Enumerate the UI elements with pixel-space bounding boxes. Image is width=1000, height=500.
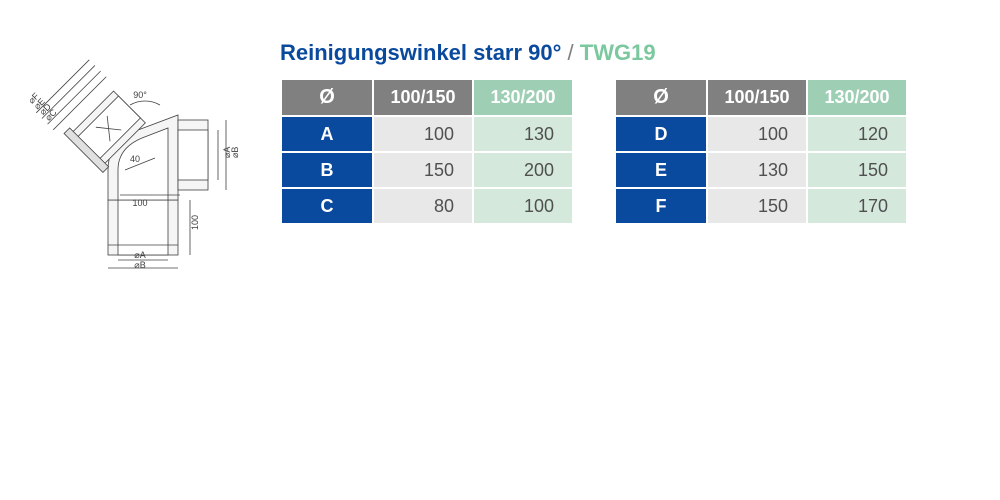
title-main: Reinigungswinkel starr 90° bbox=[280, 40, 561, 65]
cell-value: 100 bbox=[708, 117, 806, 151]
header-col2: 130/200 bbox=[474, 80, 572, 115]
row-label: F bbox=[616, 189, 706, 223]
header-col2: 130/200 bbox=[808, 80, 906, 115]
row-label: D bbox=[616, 117, 706, 151]
row-label: E bbox=[616, 153, 706, 187]
table-row: A 100 130 bbox=[282, 117, 572, 151]
cell-value: 200 bbox=[474, 153, 572, 187]
header-col1: 100/150 bbox=[708, 80, 806, 115]
table-row: E 130 150 bbox=[616, 153, 906, 187]
header-diameter: Ø bbox=[282, 80, 372, 115]
row-label: C bbox=[282, 189, 372, 223]
header-col1: 100/150 bbox=[374, 80, 472, 115]
row-label: A bbox=[282, 117, 372, 151]
spec-table-2: Ø 100/150 130/200 D 100 120 E 130 150 F … bbox=[614, 78, 908, 225]
header-diameter: Ø bbox=[616, 80, 706, 115]
table-row: B 150 200 bbox=[282, 153, 572, 187]
phiA-bot: ⌀A bbox=[134, 250, 145, 260]
dim-100v: 100 bbox=[190, 215, 200, 230]
cell-value: 100 bbox=[374, 117, 472, 151]
cell-value: 80 bbox=[374, 189, 472, 223]
dim-100h: 100 bbox=[132, 198, 147, 208]
dim-angle: 90° bbox=[133, 90, 147, 100]
table-header-row: Ø 100/150 130/200 bbox=[616, 80, 906, 115]
title-code: TWG19 bbox=[580, 40, 656, 65]
table-row: D 100 120 bbox=[616, 117, 906, 151]
cell-value: 130 bbox=[708, 153, 806, 187]
tables-wrapper: Ø 100/150 130/200 A 100 130 B 150 200 C … bbox=[280, 78, 970, 225]
table-header-row: Ø 100/150 130/200 bbox=[282, 80, 572, 115]
cell-value: 150 bbox=[808, 153, 906, 187]
cell-value: 120 bbox=[808, 117, 906, 151]
spec-table-1: Ø 100/150 130/200 A 100 130 B 150 200 C … bbox=[280, 78, 574, 225]
table-row: C 80 100 bbox=[282, 189, 572, 223]
dim-40: 40 bbox=[130, 154, 140, 164]
phiB-top: ⌀B bbox=[230, 147, 240, 158]
cell-value: 150 bbox=[708, 189, 806, 223]
technical-drawing: 90° 40 100 100 ⌀A ⌀B ⌀A ⌀B ⌀C ⌀D ⌀E ⌀F bbox=[30, 50, 250, 270]
cell-value: 130 bbox=[474, 117, 572, 151]
cell-value: 170 bbox=[808, 189, 906, 223]
cell-value: 100 bbox=[474, 189, 572, 223]
title-sep: / bbox=[561, 40, 579, 65]
page-title: Reinigungswinkel starr 90° / TWG19 bbox=[280, 40, 970, 66]
phiB-bot: ⌀B bbox=[134, 260, 145, 270]
row-label: B bbox=[282, 153, 372, 187]
table-row: F 150 170 bbox=[616, 189, 906, 223]
cell-value: 150 bbox=[374, 153, 472, 187]
